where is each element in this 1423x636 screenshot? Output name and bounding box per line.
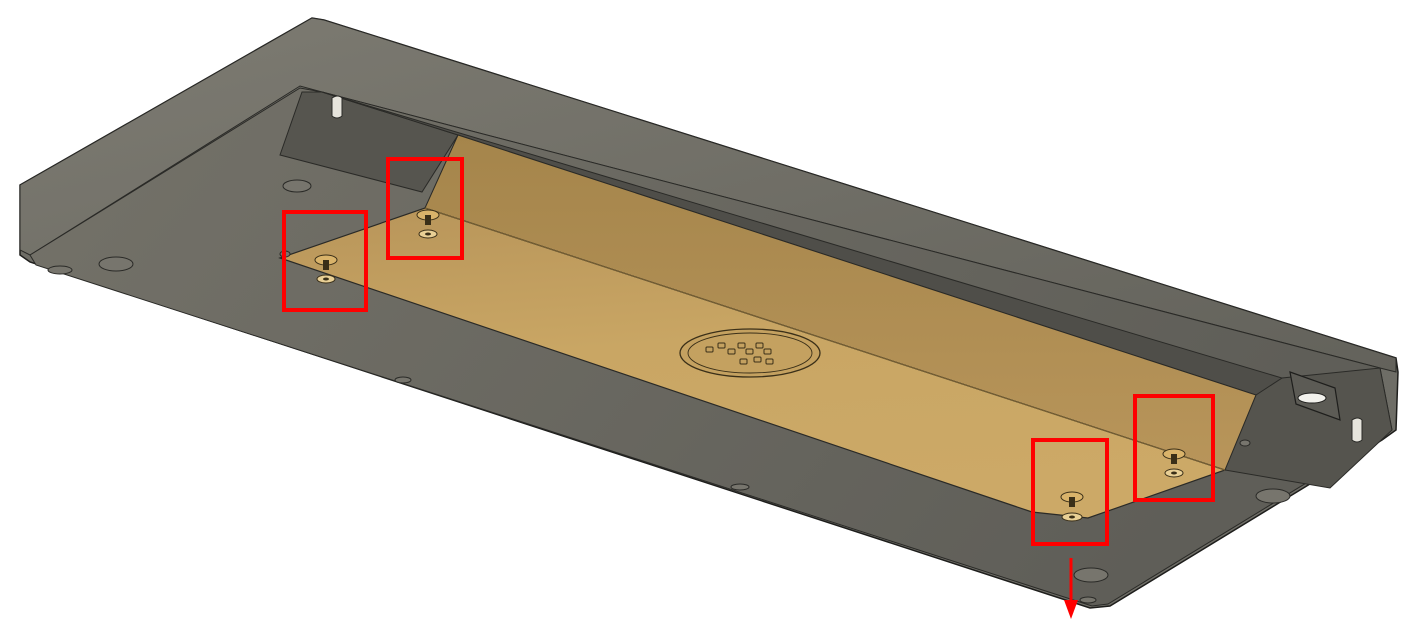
countersunk-screw-icon xyxy=(314,254,338,284)
highlight-box-front-right xyxy=(1031,438,1109,546)
case-mount-slots xyxy=(331,95,1363,443)
arrow-down-icon xyxy=(1064,558,1078,619)
highlight-box-rear-left xyxy=(386,157,464,260)
countersunk-screw-icon xyxy=(1060,491,1084,522)
usb-cutout-icon xyxy=(1289,371,1341,421)
highlight-boxes xyxy=(282,157,1215,546)
countersunk-screw-icon xyxy=(416,209,440,239)
countersunk-screw-icon xyxy=(1162,448,1186,478)
circular-logo-emboss-icon xyxy=(679,328,821,378)
highlight-box-rear-right xyxy=(1133,394,1215,502)
highlight-box-front-left xyxy=(282,210,368,312)
screws xyxy=(314,209,1186,522)
case-feet-recesses xyxy=(47,179,1291,604)
